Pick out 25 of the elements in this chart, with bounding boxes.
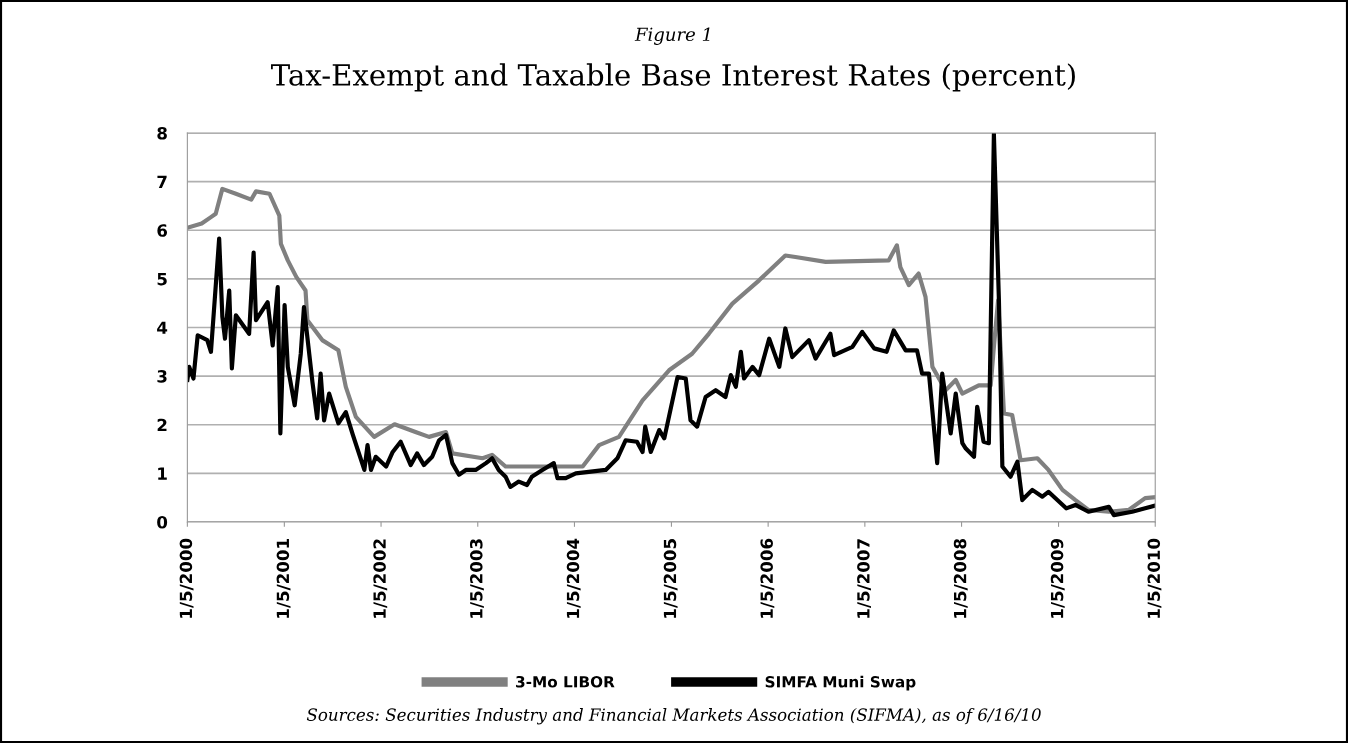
y-tick-label: 3 xyxy=(157,370,167,383)
x-tick-label: 1/5/2004 xyxy=(566,538,581,618)
x-tick-label: 1/5/2001 xyxy=(276,539,291,618)
y-tick-label: 4 xyxy=(157,321,168,334)
x-tick-label: 1/5/2009 xyxy=(1050,539,1065,618)
x-tick-label: 1/5/2000 xyxy=(179,538,194,618)
y-tick-label: 5 xyxy=(157,273,167,286)
chart-subtitle: Figure 1 xyxy=(634,27,710,45)
y-tick-label: 1 xyxy=(158,467,167,480)
source-note: Sources: Securities Industry and Financial Markets Association (SIFMA), as of 6/16/10 xyxy=(306,708,1041,725)
chart-title: Tax-Exempt and Taxable Base Interest Rates (percent) xyxy=(271,63,1075,92)
y-tick-label: 7 xyxy=(157,175,167,188)
legend-label: SIMFA Muni Swap xyxy=(765,675,916,691)
x-tick-label: 1/5/2006 xyxy=(760,538,775,618)
y-tick-label: 6 xyxy=(157,224,168,237)
legend-label: 3-Mo LIBOR xyxy=(516,676,615,688)
x-tick-label: 1/5/2008 xyxy=(953,538,968,618)
x-tick-label: 1/5/2005 xyxy=(663,539,678,618)
x-tick-label: 1/5/2007 xyxy=(857,539,871,618)
x-tick-label: 1/5/2010 xyxy=(1147,538,1162,618)
x-tick-label: 1/5/2003 xyxy=(469,539,484,618)
y-tick-label: 2 xyxy=(157,418,167,432)
y-tick-label: 8 xyxy=(157,126,167,140)
y-tick-label: 0 xyxy=(157,515,168,529)
x-tick-label: 1/5/2002 xyxy=(373,539,388,618)
